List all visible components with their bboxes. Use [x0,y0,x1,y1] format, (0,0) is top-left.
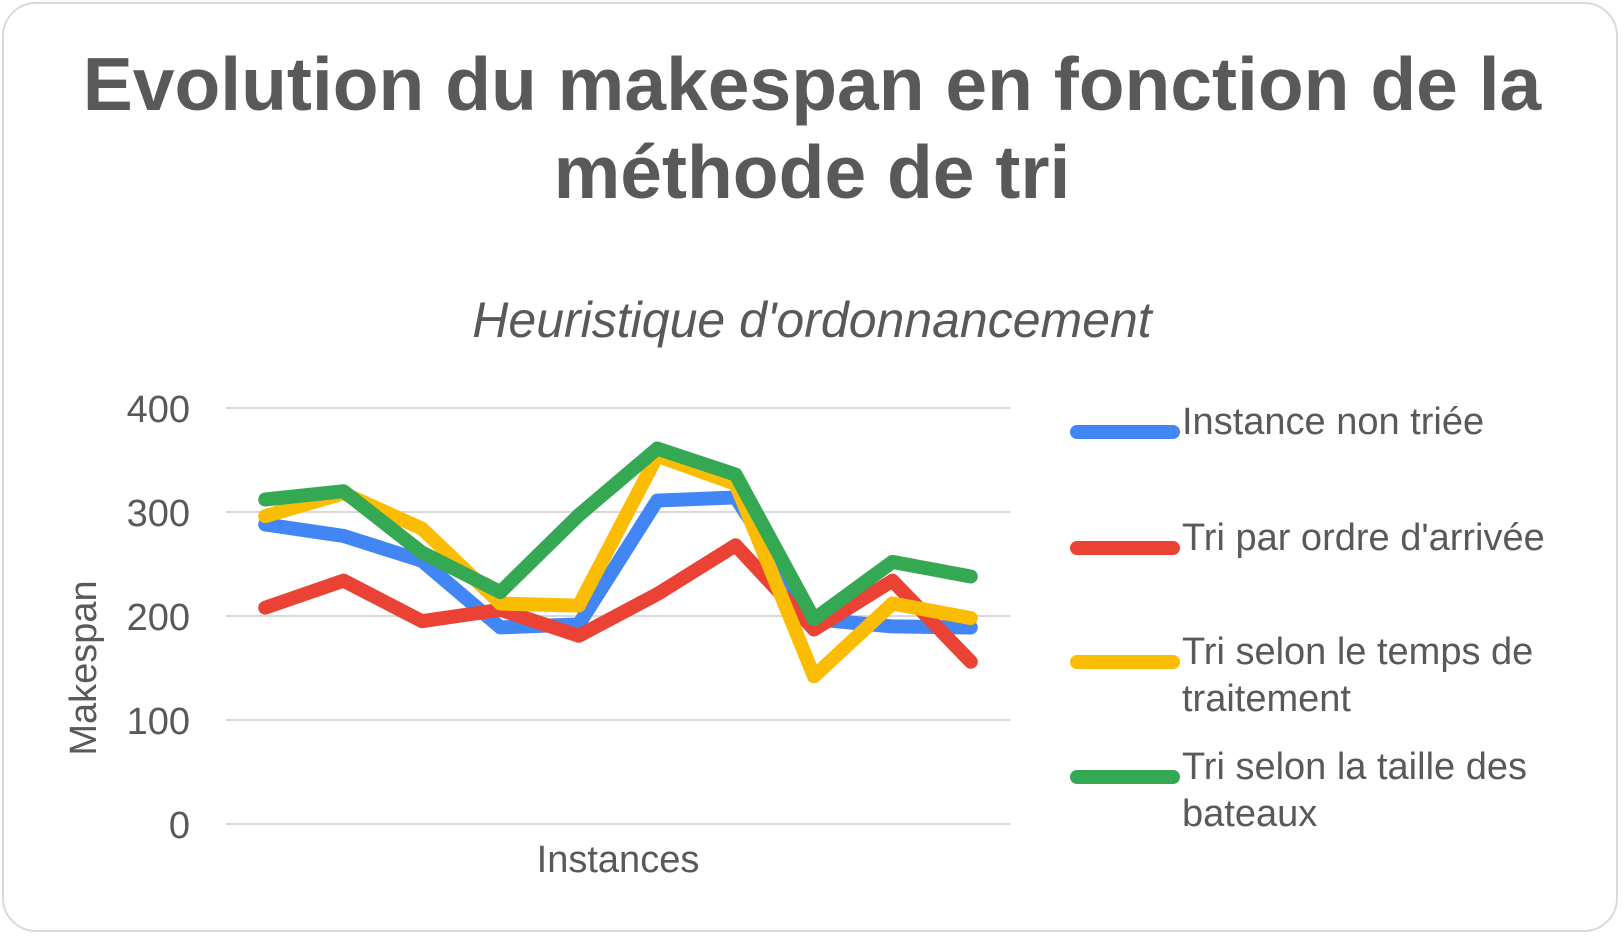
legend-swatch [1070,655,1180,669]
chart-subtitle: Heuristique d'ordonnancement [472,292,1152,348]
y-tick-labels: 0 100 200 300 400 [127,389,190,847]
legend-label: Instance non triée [1182,401,1485,443]
y-tick-label: 100 [127,701,190,743]
y-tick-label: 400 [127,389,190,431]
legend-label: Tri selon la taille des bateaux [1182,746,1527,835]
series-line-1 [258,490,978,635]
y-tick-label: 300 [127,493,190,535]
series-line-4 [258,441,978,627]
series-line-2 [258,538,978,669]
series-lines [258,441,978,684]
x-axis-label: Instances [537,839,700,881]
y-tick-label: 0 [169,805,190,847]
chart-title: Evolution du makespan en fonction de la … [82,42,1542,214]
legend-swatch [1070,541,1180,555]
y-tick-label: 200 [127,597,190,639]
series-line-3 [258,448,978,684]
legend-swatch [1070,425,1180,439]
y-axis-label: Makespan [63,580,105,755]
legend-swatch [1070,770,1180,784]
legend-label: Tri selon le temps de traitement [1182,631,1534,720]
legend-label: Tri par ordre d'arrivée [1182,517,1545,559]
